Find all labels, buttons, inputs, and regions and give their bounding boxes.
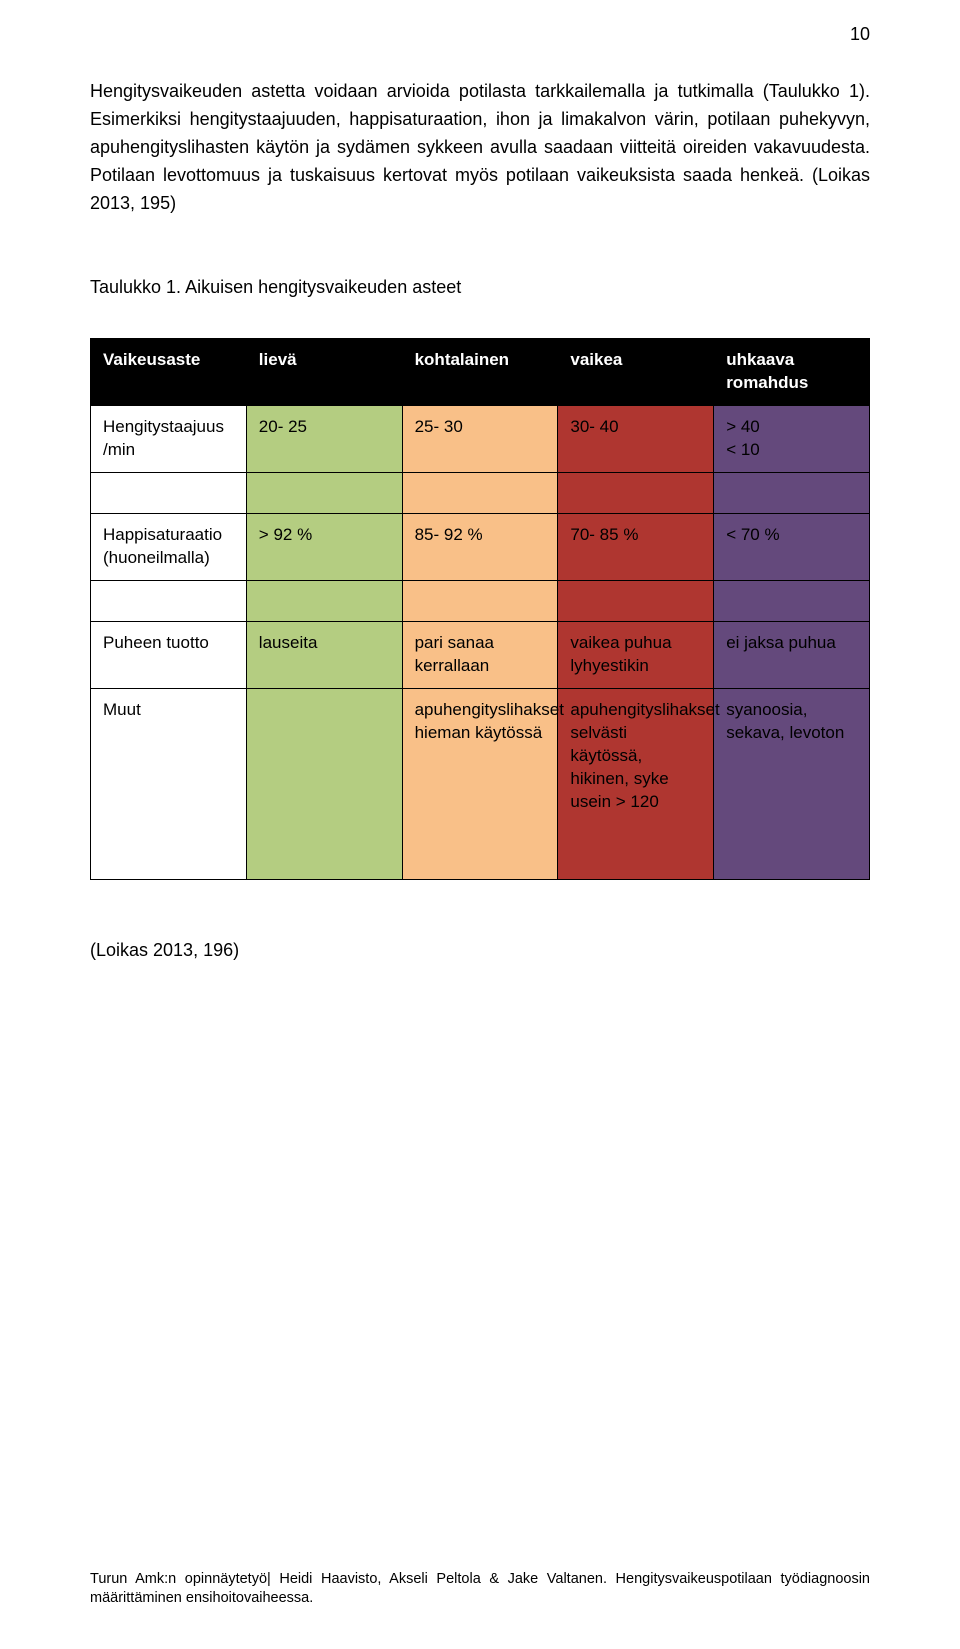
table-header-row: Vaikeusaste lievä kohtalainen vaikea uhk…: [91, 339, 870, 406]
cell-sp2c2: [402, 581, 558, 622]
cell-r2c4: < 70 %: [714, 514, 870, 581]
footer: Turun Amk:n opinnäytetyö| Heidi Haavisto…: [90, 1570, 870, 1609]
cell-r3c4: ei jaksa puhua: [714, 622, 870, 689]
cell-r3c1: lauseita: [246, 622, 402, 689]
table-row: Hengitystaajuus /min 20- 25 25- 30 30- 4…: [91, 406, 870, 473]
cell-r3c2: pari sanaa kerrallaan: [402, 622, 558, 689]
cell-r1c2: 25- 30: [402, 406, 558, 473]
table-row: Happisaturaatio (huoneilmalla) > 92 % 85…: [91, 514, 870, 581]
citation: (Loikas 2013, 196): [90, 940, 870, 961]
cell-r4c1: [246, 688, 402, 879]
cell-r2c2: 85- 92 %: [402, 514, 558, 581]
cell-r3c3: vaikea puhua lyhyestikin: [558, 622, 714, 689]
cell-sp1c3: [558, 473, 714, 514]
cell-r4c4: syanoosia, sekava, levoton: [714, 688, 870, 879]
hdr-lieva: lievä: [246, 339, 402, 406]
page-number: 10: [850, 24, 870, 45]
cell-r3c0: Puheen tuotto: [91, 622, 247, 689]
hdr-vaikea: vaikea: [558, 339, 714, 406]
table-caption: Taulukko 1. Aikuisen hengitysvaikeuden a…: [90, 277, 870, 298]
hdr-vaikeusaste: Vaikeusaste: [91, 339, 247, 406]
cell-r2c3: 70- 85 %: [558, 514, 714, 581]
cell-sp1c2: [402, 473, 558, 514]
severity-table: Vaikeusaste lievä kohtalainen vaikea uhk…: [90, 338, 870, 880]
cell-r1c1: 20- 25: [246, 406, 402, 473]
table-row: Muut apuhengityslihakset hieman käytössä…: [91, 688, 870, 879]
cell-sp1c4: [714, 473, 870, 514]
cell-r2c1: > 92 %: [246, 514, 402, 581]
table-spacer: [91, 581, 870, 622]
cell-r1c3: 30- 40: [558, 406, 714, 473]
body-paragraph: Hengitysvaikeuden astetta voidaan arvioi…: [90, 78, 870, 217]
table-row: Puheen tuotto lauseita pari sanaa kerral…: [91, 622, 870, 689]
table-spacer: [91, 473, 870, 514]
cell-sp1c1: [246, 473, 402, 514]
hdr-kohtalainen: kohtalainen: [402, 339, 558, 406]
cell-r4c2: apuhengityslihakset hieman käytössä: [402, 688, 558, 879]
cell-r1c4: > 40< 10: [714, 406, 870, 473]
cell-r1c0: Hengitystaajuus /min: [91, 406, 247, 473]
cell-sp2c3: [558, 581, 714, 622]
cell-sp2c1: [246, 581, 402, 622]
cell-sp1c0: [91, 473, 247, 514]
cell-r2c0: Happisaturaatio (huoneilmalla): [91, 514, 247, 581]
cell-r4c0: Muut: [91, 688, 247, 879]
hdr-uhkaava: uhkaava romahdus: [714, 339, 870, 406]
cell-r4c3: apuhengityslihakset selvästi käytössä, h…: [558, 688, 714, 879]
cell-sp2c0: [91, 581, 247, 622]
cell-sp2c4: [714, 581, 870, 622]
